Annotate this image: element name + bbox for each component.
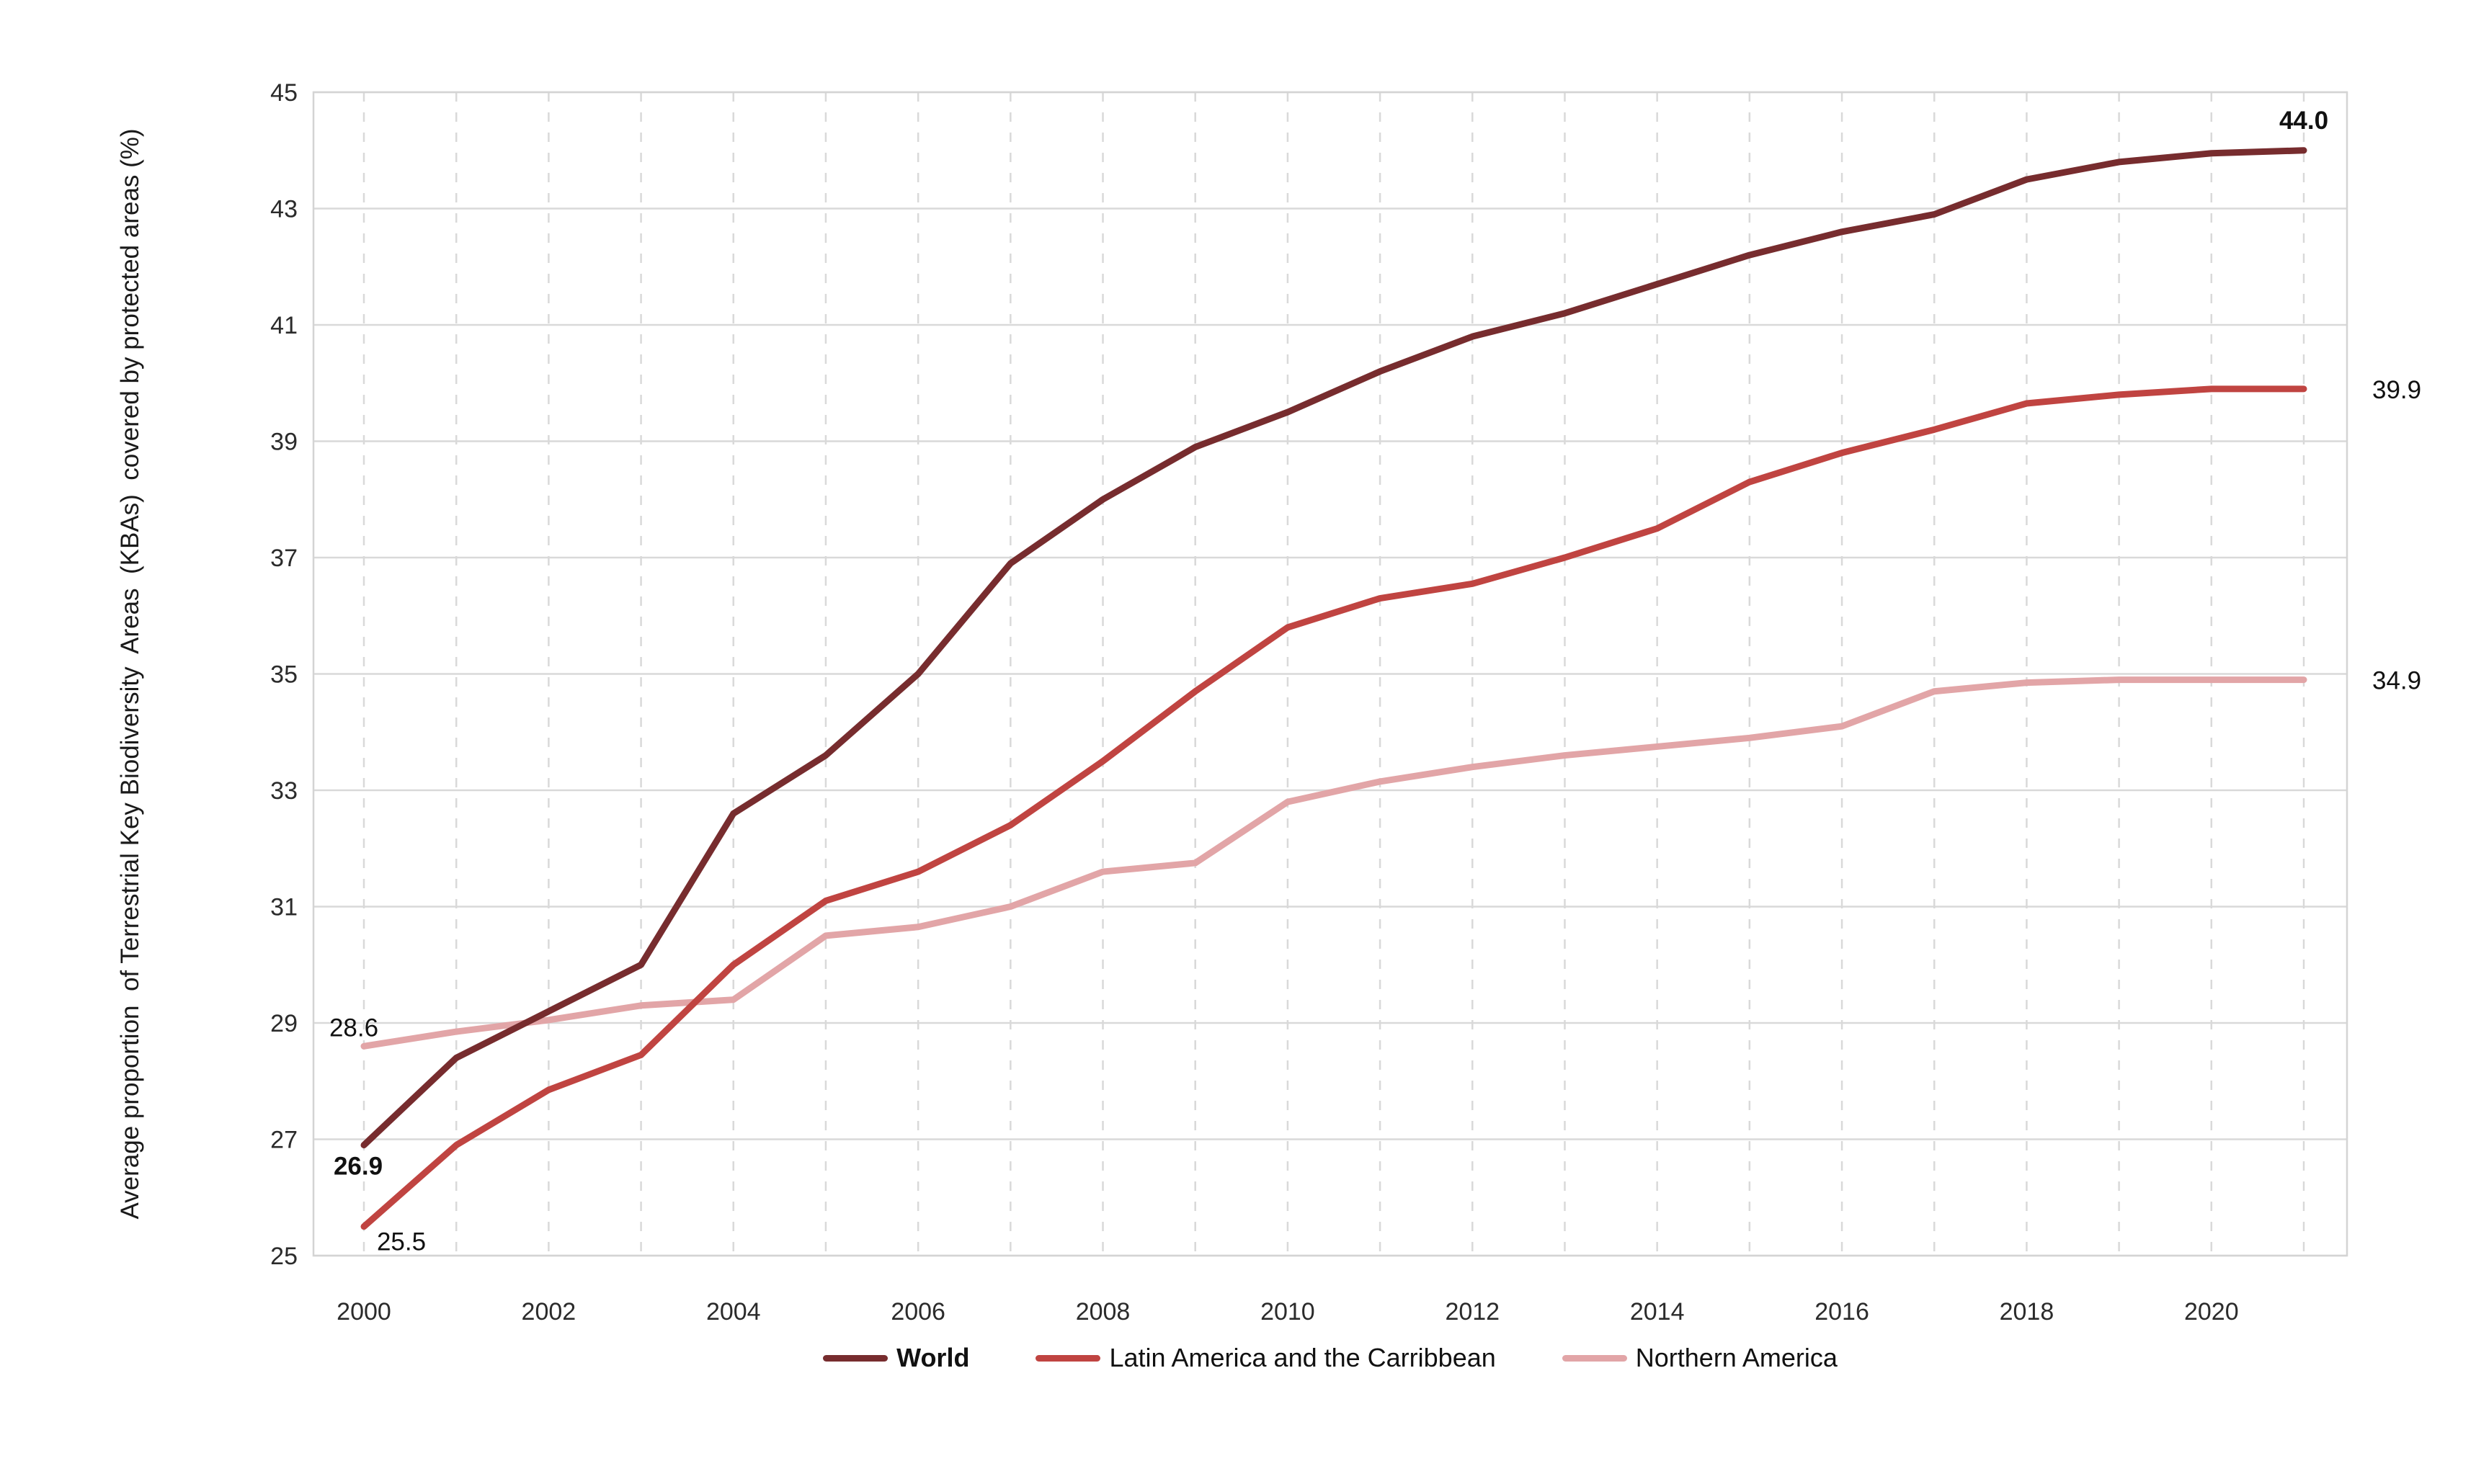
y-tick-label-31: 31: [270, 894, 298, 921]
legend: World Latin America and the Carribbean Nor…: [313, 1338, 2347, 1377]
x-tick-label-2008: 2008: [1076, 1298, 1131, 1326]
x-tick-label-2006: 2006: [891, 1298, 945, 1326]
y-tick-label-41: 41: [270, 312, 298, 339]
data-label-44.0: 44.0: [2279, 107, 2328, 135]
x-tick-label-2020: 2020: [2184, 1298, 2239, 1326]
x-tick-label-2018: 2018: [2000, 1298, 2054, 1326]
legend-swatch-icon: [1036, 1354, 1101, 1362]
data-label-39.9: 39.9: [2372, 376, 2421, 404]
series-line-latin-america-and-the-carribbean: [360, 385, 2307, 1230]
x-tick-label-2000: 2000: [337, 1298, 391, 1326]
series-line-northern-america: [360, 676, 2307, 1050]
horizontal-gridlines: [313, 91, 2347, 1257]
data-label-26.9: 26.9: [334, 1153, 383, 1181]
legend-swatch-icon: [1562, 1354, 1627, 1362]
legend-swatch-icon: [823, 1354, 889, 1362]
x-tick-label-2016: 2016: [1814, 1298, 1869, 1326]
data-label-34.9: 34.9: [2372, 667, 2421, 695]
vertical-year-gridlines: [362, 92, 2305, 1256]
x-tick-label-2012: 2012: [1445, 1298, 1500, 1326]
x-tick-label-2010: 2010: [1260, 1298, 1315, 1326]
data-label-28.6: 28.6: [329, 1014, 378, 1042]
y-tick-label-39: 39: [270, 429, 298, 456]
legend-label: Latin America and the Carribbean: [1109, 1343, 1496, 1372]
y-tick-label-43: 43: [270, 196, 298, 223]
y-tick-label-27: 27: [270, 1127, 298, 1154]
legend-item-northern-america: Northern America: [1562, 1345, 1838, 1371]
series-line-world: [360, 147, 2307, 1149]
legend-item-world: World: [823, 1345, 969, 1371]
x-axis-tick-labels: 2000 2002 2004 2006 2008 2010 2012 2014 2016 2018…: [337, 1298, 2238, 1326]
legend-label: Northern America: [1635, 1343, 1838, 1372]
x-tick-label-2002: 2002: [522, 1298, 576, 1326]
y-axis-tick-labels: 25 27 29 31 33 35 37 39 41 43 45: [270, 79, 298, 1270]
legend-item-latin-america-and-the-carribbean: Latin America and the Carribbean: [1036, 1343, 1496, 1372]
y-axis-title: Average proportion of Terrestrial Key Bi…: [116, 128, 144, 1219]
x-tick-label-2014: 2014: [1630, 1298, 1685, 1326]
x-tick-label-2004: 2004: [706, 1298, 761, 1326]
series-lines: [360, 147, 2307, 1230]
data-point-labels: 26.9 44.0 25.5 39.9 28.6 34.9: [329, 107, 2421, 1256]
y-tick-label-45: 45: [270, 79, 298, 107]
y-tick-label-37: 37: [270, 545, 298, 572]
legend-label: World: [896, 1343, 970, 1372]
y-tick-label-35: 35: [270, 661, 298, 689]
y-tick-label-29: 29: [270, 1010, 298, 1037]
y-tick-label-25: 25: [270, 1243, 298, 1270]
plot-border: [312, 91, 2348, 1257]
data-label-25.5: 25.5: [377, 1228, 426, 1256]
y-tick-label-33: 33: [270, 777, 298, 805]
